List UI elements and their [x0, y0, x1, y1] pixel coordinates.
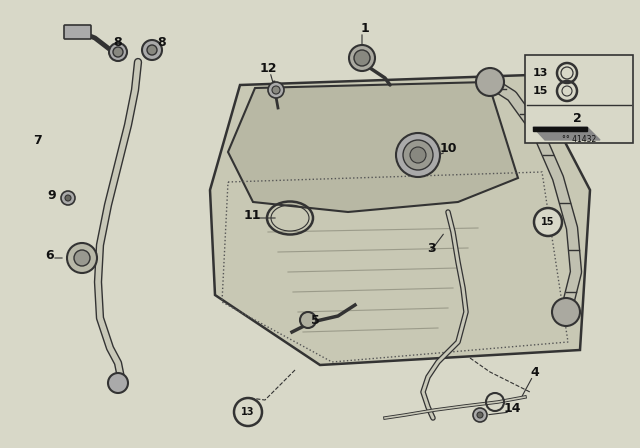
Text: 2: 2 — [573, 112, 581, 125]
Text: 15: 15 — [541, 217, 555, 227]
Circle shape — [552, 298, 580, 326]
Polygon shape — [533, 127, 587, 131]
Circle shape — [108, 373, 128, 393]
Circle shape — [113, 47, 123, 57]
Circle shape — [147, 45, 157, 55]
Circle shape — [476, 68, 504, 96]
Polygon shape — [210, 75, 590, 365]
Polygon shape — [228, 82, 518, 212]
Text: °° 41432: °° 41432 — [562, 134, 596, 143]
Text: 1: 1 — [360, 22, 369, 34]
Text: 7: 7 — [34, 134, 42, 146]
Circle shape — [473, 408, 487, 422]
Circle shape — [410, 147, 426, 163]
FancyBboxPatch shape — [64, 25, 91, 39]
Text: 8: 8 — [157, 35, 166, 48]
Text: 12: 12 — [259, 61, 276, 74]
Circle shape — [354, 50, 370, 66]
Circle shape — [234, 398, 262, 426]
Circle shape — [142, 40, 162, 60]
Circle shape — [272, 86, 280, 94]
Text: 9: 9 — [48, 189, 56, 202]
Circle shape — [61, 191, 75, 205]
FancyBboxPatch shape — [525, 55, 633, 143]
Text: 4: 4 — [531, 366, 540, 379]
Circle shape — [67, 243, 97, 273]
Text: 15: 15 — [532, 86, 548, 96]
Circle shape — [300, 312, 316, 328]
Circle shape — [65, 195, 71, 201]
Circle shape — [109, 43, 127, 61]
Text: 5: 5 — [310, 314, 319, 327]
Text: 3: 3 — [428, 241, 436, 254]
Circle shape — [403, 140, 433, 170]
Text: 10: 10 — [439, 142, 457, 155]
Text: 6: 6 — [45, 249, 54, 262]
Text: 13: 13 — [532, 68, 548, 78]
Polygon shape — [533, 127, 600, 140]
Circle shape — [477, 412, 483, 418]
Circle shape — [349, 45, 375, 71]
Text: 14: 14 — [503, 401, 521, 414]
Text: 11: 11 — [243, 208, 260, 221]
Text: 13: 13 — [241, 407, 255, 417]
Circle shape — [396, 133, 440, 177]
Circle shape — [268, 82, 284, 98]
Circle shape — [74, 250, 90, 266]
Text: 8: 8 — [114, 35, 122, 48]
Circle shape — [534, 208, 562, 236]
